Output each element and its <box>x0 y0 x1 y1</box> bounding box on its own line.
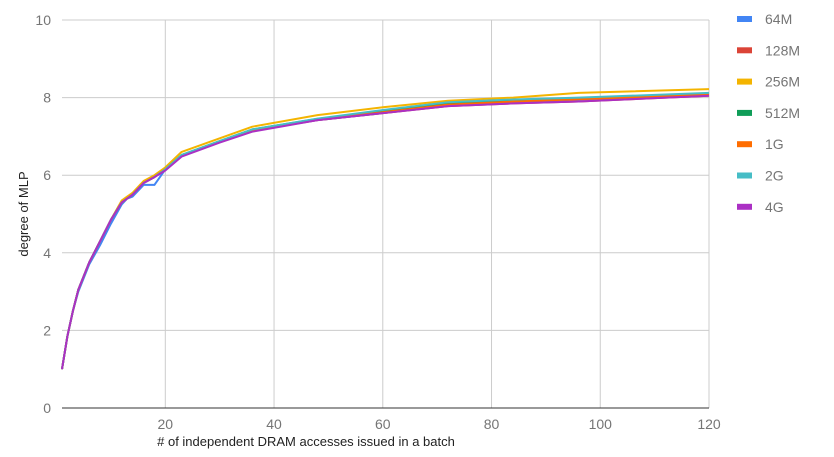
legend-label-128m: 128M <box>765 42 800 58</box>
legend-swatch-64m <box>737 16 752 22</box>
legend: 64M 128M 256M 512M 1G 2G 4G <box>737 11 800 215</box>
y-tick-label: 6 <box>43 167 51 183</box>
series-line-2g <box>61 91 710 370</box>
y-tick-label: 0 <box>43 400 51 416</box>
legend-label-2g: 2G <box>765 168 784 184</box>
x-tick-label: 100 <box>589 416 613 432</box>
series-line-512m <box>61 92 710 370</box>
legend-label-64m: 64M <box>765 11 792 27</box>
y-axis-title: degree of MLP <box>16 171 31 256</box>
x-tick-label: 40 <box>266 416 282 432</box>
series-line-128m <box>61 94 710 370</box>
series-line-256m <box>61 88 710 370</box>
y-tick-label: 2 <box>43 322 51 338</box>
series-line-1g <box>61 93 710 370</box>
legend-swatch-2g <box>737 172 752 179</box>
y-tick-label: 8 <box>43 90 51 106</box>
y-tick-label: 10 <box>35 12 51 28</box>
legend-swatch-1g <box>737 141 752 148</box>
x-tick-label: 80 <box>484 416 500 432</box>
legend-swatch-4g <box>737 203 752 210</box>
x-tick-labels: 20 40 60 80 100 120 <box>158 416 721 432</box>
x-tick-label: 60 <box>375 416 391 432</box>
legend-swatch-256m <box>737 78 752 85</box>
legend-label-256m: 256M <box>765 74 800 90</box>
series-line-4g <box>61 94 710 370</box>
y-tick-label: 4 <box>43 245 51 261</box>
legend-swatch-128m <box>737 47 752 54</box>
legend-label-4g: 4G <box>765 199 784 215</box>
series-line-64m <box>61 93 710 370</box>
x-tick-label: 120 <box>697 416 721 432</box>
series-lines <box>61 88 710 370</box>
legend-label-1g: 1G <box>765 136 784 152</box>
gridlines <box>62 19 710 408</box>
x-axis-title: # of independent DRAM accesses issued in… <box>157 434 455 449</box>
legend-swatch-512m <box>737 109 752 116</box>
y-tick-labels: 0 2 4 6 8 10 <box>35 12 51 416</box>
x-tick-label: 20 <box>158 416 174 432</box>
legend-label-512m: 512M <box>765 105 800 121</box>
